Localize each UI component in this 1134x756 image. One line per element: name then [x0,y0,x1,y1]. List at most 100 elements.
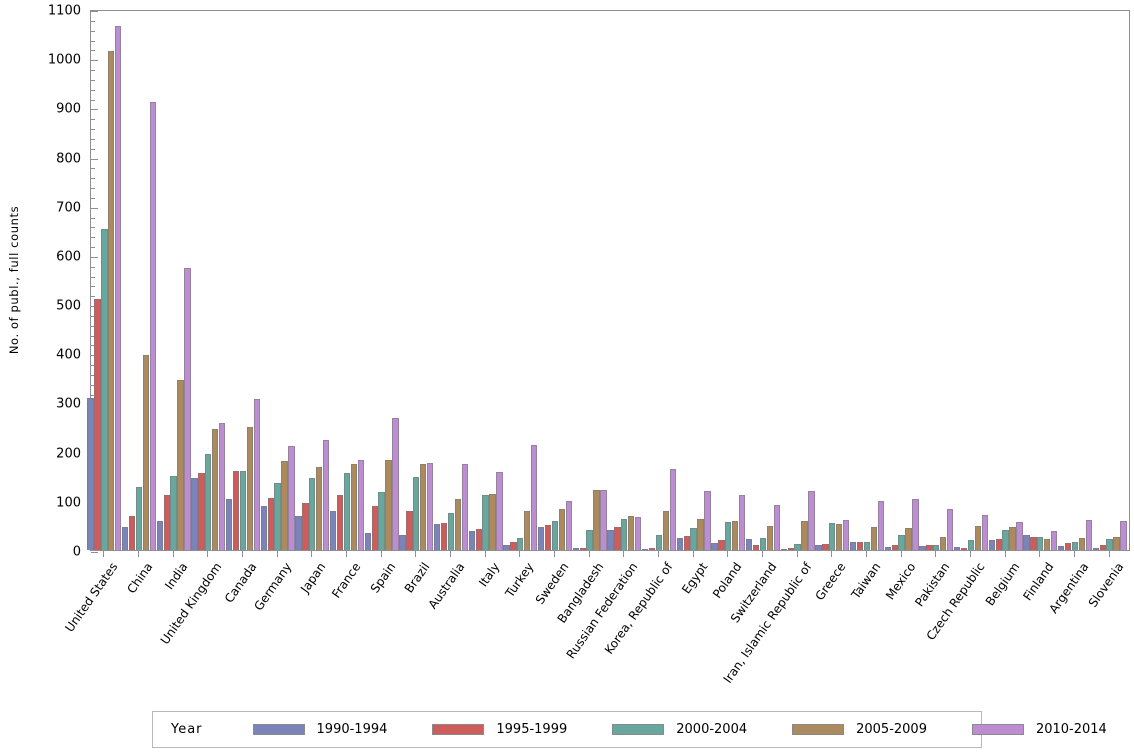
bar[interactable] [849,541,857,550]
bar[interactable] [371,506,378,550]
bar[interactable] [260,505,267,550]
bar[interactable] [808,491,815,550]
bar[interactable] [399,534,406,550]
bar[interactable] [1092,547,1099,550]
bar[interactable] [780,548,787,550]
bar[interactable] [856,542,864,550]
bar[interactable] [108,51,115,550]
bar[interactable] [461,463,469,550]
bar[interactable] [378,492,385,550]
bar[interactable] [420,463,427,550]
bar[interactable] [565,500,573,550]
legend-item[interactable]: 2010-2014 [971,722,1107,737]
bar[interactable] [101,228,108,550]
bar[interactable] [496,471,503,550]
bar[interactable] [1037,537,1044,550]
bar[interactable] [953,547,961,550]
bar[interactable] [350,464,358,550]
bar[interactable] [815,544,822,550]
bar[interactable] [225,498,233,550]
bar[interactable] [822,543,829,550]
bar[interactable] [732,520,739,550]
bar[interactable] [745,539,753,550]
bar[interactable] [773,505,781,550]
bar[interactable] [725,521,732,550]
bar[interactable] [933,544,940,550]
bar[interactable] [697,518,704,550]
bar[interactable] [662,510,670,550]
bar[interactable] [212,429,219,550]
bar[interactable] [981,515,989,550]
bar[interactable] [1120,521,1127,550]
bar[interactable] [787,548,794,550]
bar[interactable] [191,478,198,550]
bar[interactable] [648,548,656,550]
bar[interactable] [343,472,351,550]
bar[interactable] [676,537,683,550]
bar[interactable] [704,491,711,550]
bar[interactable] [919,545,926,550]
bar[interactable] [454,498,462,550]
bar[interactable] [621,518,628,550]
bar[interactable] [898,535,905,550]
bar[interactable] [690,528,697,550]
bar[interactable] [600,490,607,550]
bar[interactable] [184,267,191,550]
bar[interactable] [336,494,344,550]
bar[interactable] [946,509,954,550]
bar[interactable] [960,547,968,550]
legend-item[interactable]: 2000-2004 [612,722,747,737]
bar[interactable] [316,467,323,550]
bar[interactable] [302,502,309,550]
legend-item[interactable]: 1995-1999 [432,722,567,737]
bar[interactable] [926,544,933,550]
bar[interactable] [392,418,399,550]
bar[interactable] [149,101,157,550]
bar[interactable] [995,538,1002,550]
bar[interactable] [440,522,448,550]
bar[interactable] [447,512,455,550]
bar[interactable] [884,547,891,550]
bar[interactable] [329,510,337,550]
bar[interactable] [641,548,649,550]
bar[interactable] [128,515,136,550]
bar[interactable] [863,541,871,550]
bar[interactable] [669,468,677,550]
bar[interactable] [385,460,392,550]
bar[interactable] [752,545,760,550]
bar[interactable] [912,499,919,550]
bar[interactable] [94,298,101,550]
bar[interactable] [530,444,538,550]
bar[interactable] [482,494,489,550]
bar[interactable] [634,516,642,550]
bar[interactable] [940,536,947,550]
bar[interactable] [357,459,365,550]
bar[interactable] [142,354,150,550]
bar[interactable] [1071,542,1079,550]
bar[interactable] [614,526,621,550]
bar[interactable] [114,25,122,550]
bar[interactable] [1044,539,1051,550]
legend-item[interactable]: 2005-2009 [792,722,927,737]
bar[interactable] [170,475,177,550]
bar[interactable] [281,460,288,550]
bar[interactable] [628,515,635,550]
bar[interactable] [551,520,559,550]
bar[interactable] [524,511,531,550]
bar[interactable] [1078,537,1086,550]
bar[interactable] [1099,545,1106,550]
bar[interactable] [510,541,517,550]
bar[interactable] [801,520,808,550]
bar[interactable] [274,482,281,550]
bar[interactable] [558,509,566,550]
bar[interactable] [829,523,836,550]
bar[interactable] [683,535,690,550]
bar[interactable] [891,545,898,550]
bar[interactable] [433,524,441,550]
bar[interactable] [607,530,614,550]
bar[interactable] [253,399,261,550]
bar[interactable] [718,540,725,550]
bar[interactable] [413,477,420,550]
bar[interactable] [1085,519,1093,550]
bar[interactable] [1016,521,1023,550]
